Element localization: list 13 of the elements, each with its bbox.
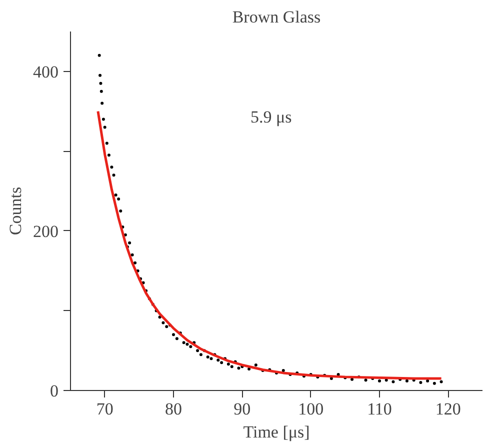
x-tick-label: 80 [165,400,182,418]
y-tick-label: 0 [50,382,58,400]
chart-title: Brown Glass [232,8,321,26]
x-axis-title: Time [μs] [243,422,310,442]
y-axis-title: Counts [6,186,25,236]
x-tick-label: 70 [96,400,114,418]
x-tick-label: 100 [298,400,324,418]
x-tick-label: 90 [234,400,251,418]
x-tick-label: 120 [435,400,461,418]
annotation: 5.9 μs [250,108,292,126]
y-tick-label: 400 [33,62,58,82]
y-tick-label: 200 [33,222,58,241]
x-tick-label: 110 [367,400,392,418]
